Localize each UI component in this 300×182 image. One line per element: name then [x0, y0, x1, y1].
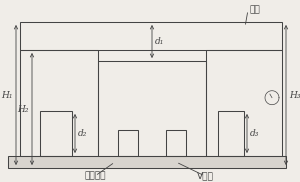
- Text: H₂: H₂: [17, 104, 29, 114]
- Text: d₂: d₂: [78, 129, 87, 138]
- Text: V形架: V形架: [196, 171, 213, 181]
- Text: H₁: H₁: [2, 90, 13, 100]
- Bar: [20, 22, 282, 50]
- Bar: [118, 130, 138, 156]
- Bar: [98, 61, 206, 156]
- Text: H₃: H₃: [289, 90, 300, 100]
- Bar: [166, 130, 186, 156]
- Text: d₃: d₃: [250, 129, 260, 138]
- Text: d₁: d₁: [155, 37, 164, 46]
- Bar: [20, 50, 98, 156]
- Bar: [8, 156, 286, 168]
- Text: 曲轴: 曲轴: [250, 5, 261, 15]
- Text: 工作平台: 工作平台: [84, 171, 106, 181]
- Bar: [40, 111, 72, 156]
- Bar: [218, 111, 244, 156]
- Bar: [206, 50, 282, 156]
